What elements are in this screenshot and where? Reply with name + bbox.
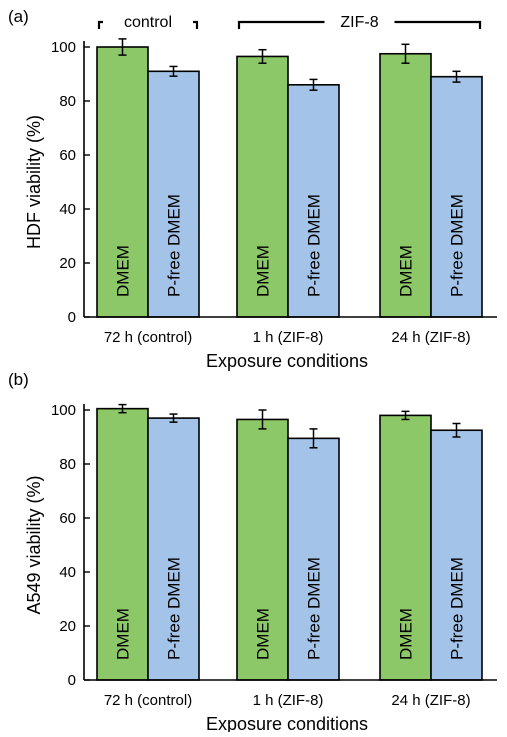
bar [430,429,483,681]
y-tick-label: 40 [59,564,76,581]
x-tick-label: 24 h (ZIF-8) [391,329,470,346]
y-axis-label: HDF viability (%) [24,115,44,249]
x-tick-label: 72 h (control) [104,329,192,346]
y-tick-label: 80 [59,93,76,110]
bracket [97,20,199,29]
bar-label: DMEM [397,608,416,660]
bar-label: P-free DMEM [448,194,467,297]
y-axis-label: A549 viability (%) [24,475,44,614]
bar [287,437,340,681]
panel-a: (a) DMEM P-free DMEM 72 h (control) DMEM P-fr… [8,7,497,371]
x-tick-label: 1 h (ZIF-8) [253,692,324,709]
x-axis-label: Exposure conditions [206,351,368,371]
bracket-label: ZIF-8 [340,14,378,31]
y-tick-label: 0 [68,672,76,689]
bar-label: P-free DMEM [165,194,184,297]
bar [147,417,200,681]
bar-label: DMEM [114,245,133,297]
bar-label: P-free DMEM [305,194,324,297]
x-tick-label: 24 h (ZIF-8) [391,692,470,709]
y-tick-label: 100 [51,39,76,56]
bar-label: DMEM [114,608,133,660]
y-tick-label: 80 [59,456,76,473]
panel-label: (a) [8,7,29,26]
x-tick-label: 72 h (control) [104,692,192,709]
bar-label: DMEM [254,608,273,660]
y-tick-label: 20 [59,255,76,272]
x-axis-label: Exposure conditions [206,714,368,732]
y-tick-label: 0 [68,309,76,326]
bar-label: DMEM [397,245,416,297]
y-tick-label: 40 [59,201,76,218]
y-tick-label: 60 [59,147,76,164]
x-tick-label: 1 h (ZIF-8) [253,329,324,346]
y-tick-label: 20 [59,618,76,635]
bar-label: DMEM [254,245,273,297]
bar-label: P-free DMEM [165,557,184,660]
bar-label: P-free DMEM [448,557,467,660]
panel-b: (b) DMEM P-free DMEM 72 h (control) DMEM P-fr… [8,370,497,734]
y-tick-label: 100 [51,402,76,419]
bar [96,46,149,318]
bracket [237,20,482,29]
y-tick-label: 60 [59,510,76,527]
bracket-label: control [124,14,172,31]
bar-label: P-free DMEM [305,557,324,660]
panel-label: (b) [8,370,29,389]
